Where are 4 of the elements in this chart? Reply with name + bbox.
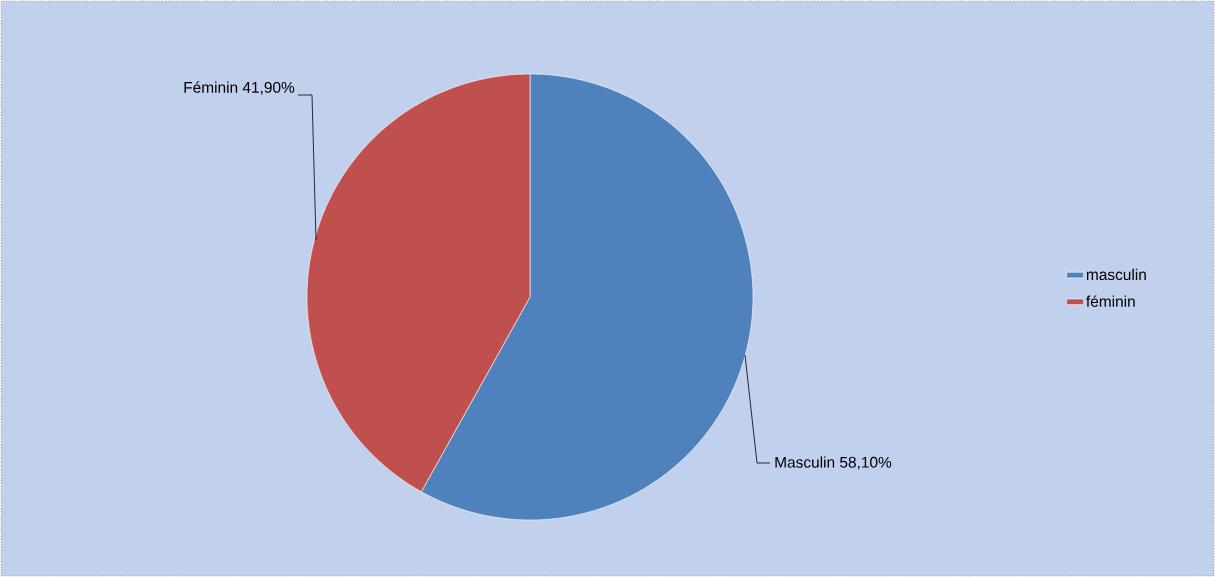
data-label: Féminin 41,90%	[184, 81, 295, 95]
legend-label: masculin	[1086, 268, 1146, 281]
legend-label: féminin	[1086, 295, 1135, 307]
data-label: Masculin 58,10%	[775, 456, 892, 470]
